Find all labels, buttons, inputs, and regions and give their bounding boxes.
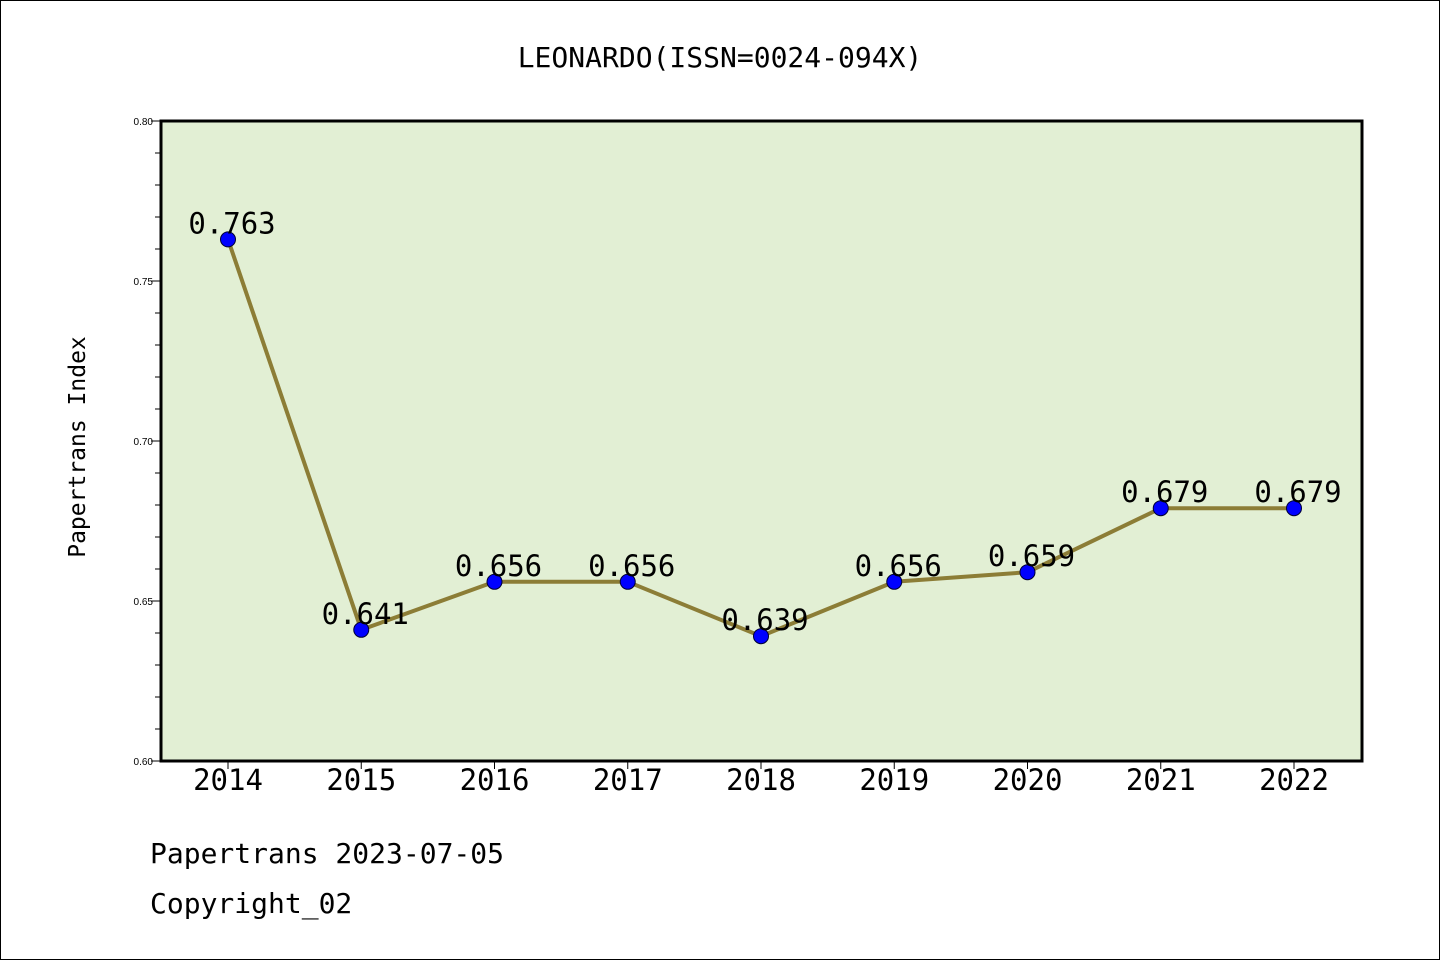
data-label: 0.659 — [988, 539, 1075, 573]
y-axis-label: Papertrans Index — [65, 336, 91, 558]
data-point-marker — [486, 573, 503, 590]
data-point-marker — [1286, 500, 1302, 517]
x-tick-label: 2021 — [1126, 763, 1196, 797]
data-point-marker — [619, 573, 636, 590]
chart-title: LEONARDO(ISSN=0024-094X) — [518, 41, 923, 74]
data-label: 0.763 — [188, 206, 275, 240]
data-label: 0.641 — [322, 597, 409, 631]
data-point-marker — [1152, 500, 1169, 517]
y-tick-label: 0.80 — [134, 117, 154, 128]
x-tick-label: 2015 — [326, 763, 396, 797]
x-tick-label: 2019 — [859, 763, 929, 797]
data-point-marker — [886, 573, 903, 590]
data-point-marker — [753, 628, 769, 645]
y-tick-label: 0.75 — [134, 277, 154, 288]
data-label: 0.656 — [588, 549, 675, 583]
data-point-marker — [353, 621, 370, 638]
x-tick-label: 2016 — [460, 763, 530, 797]
x-tick-label: 2017 — [593, 763, 663, 797]
x-tick-label: 2022 — [1259, 763, 1329, 797]
data-label: 0.679 — [1121, 475, 1208, 509]
data-point-marker — [1019, 564, 1036, 581]
data-point-marker — [220, 231, 236, 248]
plot-area — [161, 121, 1362, 761]
data-label: 0.679 — [1254, 475, 1341, 509]
y-tick-label: 0.70 — [134, 437, 154, 448]
data-label: 0.639 — [721, 603, 808, 637]
plot-frame — [159, 119, 1364, 763]
x-tick-label: 2018 — [726, 763, 796, 797]
footer-date: Papertrans 2023-07-05 — [150, 837, 505, 870]
x-tick-label: 2020 — [993, 763, 1063, 797]
y-tick-label: 0.65 — [134, 597, 154, 608]
data-labels-group: 0.763 0.641 0.656 0.656 0.639 0.656 0.659 0.679… — [188, 206, 1341, 637]
x-tick-label: 2014 — [193, 763, 263, 797]
data-label: 0.656 — [855, 549, 942, 583]
y-axis: 0.60 0.65 0.70 0.75 0.80 — [134, 117, 161, 768]
data-label: 0.656 — [455, 549, 542, 583]
y-tick-label: 0.60 — [134, 757, 154, 768]
footer-copyright: Copyright_02 — [150, 887, 353, 920]
series-line-group — [220, 231, 1302, 645]
x-axis: 2014 2015 2016 2017 2018 2019 2020 2021 2022 — [193, 761, 1329, 797]
